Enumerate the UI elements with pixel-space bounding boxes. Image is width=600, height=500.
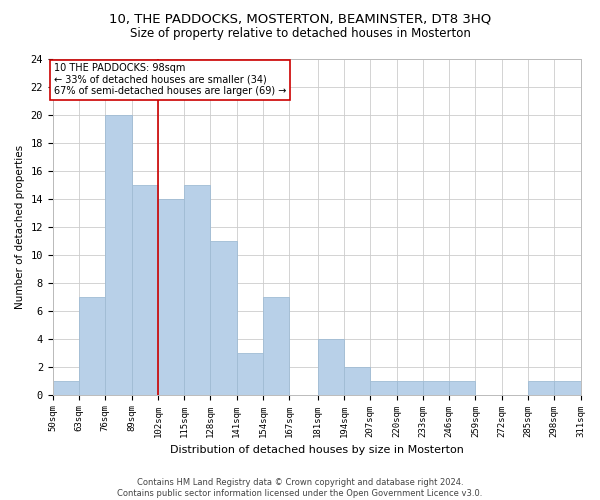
Bar [528, 380, 554, 394]
Bar [397, 380, 423, 394]
Bar [211, 241, 237, 394]
Bar [263, 297, 289, 394]
Text: 10 THE PADDOCKS: 98sqm
← 33% of detached houses are smaller (34)
67% of semi-det: 10 THE PADDOCKS: 98sqm ← 33% of detached… [54, 63, 286, 96]
Bar [131, 185, 158, 394]
Bar [423, 380, 449, 394]
Bar [53, 380, 79, 394]
Text: Contains HM Land Registry data © Crown copyright and database right 2024.
Contai: Contains HM Land Registry data © Crown c… [118, 478, 482, 498]
Bar [554, 380, 581, 394]
Bar [449, 380, 475, 394]
Bar [344, 366, 370, 394]
Y-axis label: Number of detached properties: Number of detached properties [15, 145, 25, 309]
Bar [79, 297, 106, 394]
Text: 10, THE PADDOCKS, MOSTERTON, BEAMINSTER, DT8 3HQ: 10, THE PADDOCKS, MOSTERTON, BEAMINSTER,… [109, 12, 491, 26]
Text: Size of property relative to detached houses in Mosterton: Size of property relative to detached ho… [130, 28, 470, 40]
Bar [370, 380, 397, 394]
Bar [106, 115, 131, 394]
Bar [158, 199, 184, 394]
Bar [317, 338, 344, 394]
Bar [237, 352, 263, 395]
X-axis label: Distribution of detached houses by size in Mosterton: Distribution of detached houses by size … [170, 445, 464, 455]
Bar [184, 185, 211, 394]
